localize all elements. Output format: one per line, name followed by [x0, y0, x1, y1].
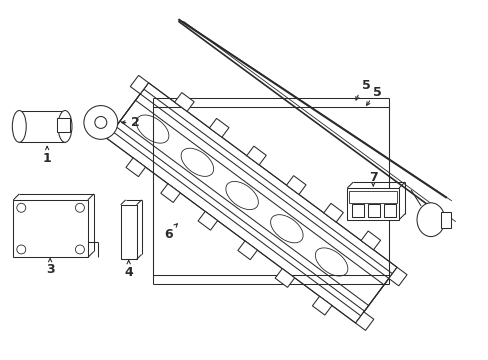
Polygon shape	[312, 296, 331, 315]
Ellipse shape	[58, 111, 72, 142]
Polygon shape	[97, 120, 115, 139]
Polygon shape	[209, 118, 228, 137]
Polygon shape	[19, 111, 65, 142]
Polygon shape	[367, 204, 380, 217]
Polygon shape	[360, 231, 380, 250]
Polygon shape	[57, 118, 70, 132]
Text: 3: 3	[46, 263, 54, 276]
Ellipse shape	[95, 117, 106, 129]
Text: 4: 4	[124, 266, 133, 279]
Polygon shape	[237, 241, 257, 260]
Polygon shape	[126, 158, 145, 177]
Polygon shape	[355, 312, 373, 330]
Polygon shape	[440, 212, 450, 228]
Polygon shape	[121, 205, 136, 260]
Polygon shape	[174, 93, 194, 111]
Polygon shape	[352, 204, 364, 217]
Polygon shape	[130, 75, 148, 94]
Ellipse shape	[12, 111, 26, 142]
Ellipse shape	[416, 203, 444, 237]
Text: 2: 2	[131, 116, 140, 129]
Polygon shape	[346, 188, 398, 220]
Ellipse shape	[84, 105, 118, 139]
Text: 6: 6	[163, 228, 172, 242]
Polygon shape	[286, 176, 305, 194]
Text: 7: 7	[368, 171, 377, 184]
Polygon shape	[13, 200, 88, 257]
Polygon shape	[275, 269, 294, 287]
Polygon shape	[384, 204, 395, 217]
Polygon shape	[323, 203, 343, 222]
Polygon shape	[246, 146, 266, 165]
Polygon shape	[388, 267, 406, 286]
Text: 5: 5	[361, 79, 370, 92]
Polygon shape	[107, 83, 396, 323]
Polygon shape	[161, 184, 180, 202]
Polygon shape	[198, 211, 217, 230]
Bar	[349, 191, 396, 203]
Text: 1: 1	[42, 152, 51, 165]
Text: 5: 5	[372, 86, 381, 99]
